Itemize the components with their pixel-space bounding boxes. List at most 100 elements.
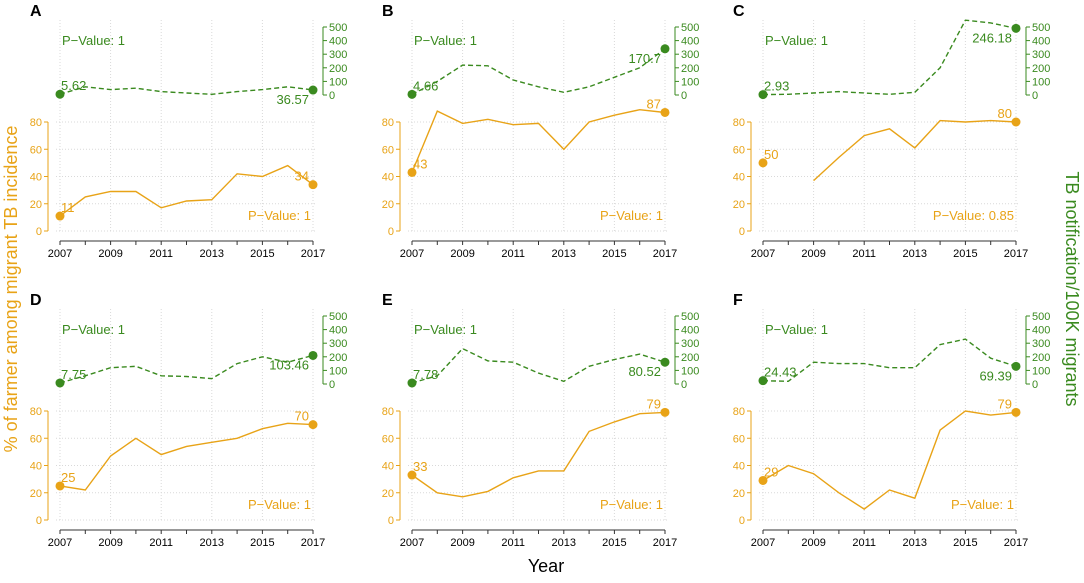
pvalue-green: P−Value: 1 xyxy=(414,33,477,48)
end-point xyxy=(660,107,670,117)
x-axis-tick-label: 2011 xyxy=(149,248,173,260)
end-value-label: 103.46 xyxy=(269,357,309,372)
start-point xyxy=(758,376,768,386)
start-point xyxy=(407,89,417,99)
x-axis: 2007 2009 2011 2013 2015 2017 xyxy=(751,529,1028,549)
x-axis-tick-label: 2015 xyxy=(250,248,274,260)
start-value-label: 4.66 xyxy=(413,78,438,93)
grid xyxy=(56,309,317,521)
end-value-label: 36.57 xyxy=(276,92,309,107)
grid xyxy=(408,309,669,521)
right-axis-tick-label: 200 xyxy=(681,352,699,364)
end-value-label: 87 xyxy=(647,96,661,111)
left-axis-tick-label: 60 xyxy=(382,433,394,445)
x-axis-tick-label: 2017 xyxy=(301,537,325,549)
left-axis-tick-label: 0 xyxy=(36,515,42,527)
x-axis: 2007 2009 2011 2013 2015 2017 xyxy=(48,240,325,260)
start-value-label: 7.78 xyxy=(413,367,438,382)
right-axis-tick-label: 300 xyxy=(681,338,699,350)
start-value-label: 5.62 xyxy=(61,78,86,93)
series-orange: 11 34 xyxy=(55,164,318,221)
pvalue-orange: P−Value: 1 xyxy=(248,497,311,512)
series-line-orange xyxy=(59,164,314,217)
right-axis-tick-label: 400 xyxy=(681,325,699,337)
panel-label: B xyxy=(382,3,394,20)
start-value-label: 25 xyxy=(61,470,75,485)
x-axis-tick-label: 2009 xyxy=(801,248,825,260)
left-axis-tick-label: 60 xyxy=(30,144,42,156)
left-axis-tick-label: 0 xyxy=(739,515,745,527)
start-point xyxy=(55,481,65,491)
x-axis-tick-label: 2009 xyxy=(450,537,474,549)
left-axis-tick-label: 20 xyxy=(382,488,394,500)
start-point xyxy=(55,378,65,388)
x-axis-tick-label: 2007 xyxy=(400,248,424,260)
start-point xyxy=(407,378,417,388)
right-axis-tick-label: 200 xyxy=(1032,352,1050,364)
series-orange: 43 87 xyxy=(407,96,670,177)
series-green: 5.62 36.57 xyxy=(55,78,318,107)
x-axis-tick-label: 2017 xyxy=(1004,248,1028,260)
end-point xyxy=(308,420,318,430)
series-line-orange xyxy=(762,410,1017,510)
grid xyxy=(408,20,669,232)
x-axis-tick-label: 2017 xyxy=(653,248,677,260)
x-axis-tick-label: 2011 xyxy=(852,537,876,549)
right-axis-tick-label: 300 xyxy=(1032,49,1050,61)
right-axis-tick-label: 400 xyxy=(681,36,699,48)
pvalue-green: P−Value: 1 xyxy=(62,33,125,48)
right-axis-tick-label: 100 xyxy=(329,76,347,88)
end-point xyxy=(308,85,318,95)
end-point xyxy=(660,407,670,417)
end-point xyxy=(308,180,318,190)
left-axis-tick-label: 40 xyxy=(733,461,745,473)
start-value-label: 29 xyxy=(764,464,778,479)
x-axis-tick-label: 2013 xyxy=(200,248,224,260)
panel-label: F xyxy=(733,292,743,309)
right-axis-tick-label: 0 xyxy=(329,379,335,391)
pvalue-orange: P−Value: 1 xyxy=(248,208,311,223)
pvalue-orange: P−Value: 1 xyxy=(600,208,663,223)
right-axis-tick-label: 300 xyxy=(681,49,699,61)
right-axis-tick-label: 500 xyxy=(329,22,347,34)
grid xyxy=(759,309,1020,521)
start-point xyxy=(55,89,65,99)
right-axis-tick-label: 300 xyxy=(329,338,347,350)
right-axis-tick-label: 500 xyxy=(1032,22,1050,34)
series-orange: 25 70 xyxy=(55,409,318,491)
x-axis-tick-label: 2009 xyxy=(450,248,474,260)
left-axis-tick-label: 80 xyxy=(30,406,42,418)
x-axis: 2007 2009 2011 2013 2015 2017 xyxy=(751,240,1028,260)
left-axis-tick-label: 0 xyxy=(388,515,394,527)
series-orange: 33 79 xyxy=(407,396,670,498)
right-axis-tick-label: 500 xyxy=(329,311,347,323)
start-point xyxy=(407,470,417,480)
left-axis: 0 20 40 60 80 xyxy=(733,406,752,527)
left-axis-tick-label: 0 xyxy=(36,226,42,238)
x-axis-tick-label: 2017 xyxy=(1004,537,1028,549)
series-line-green xyxy=(762,19,1017,96)
left-axis-tick-label: 20 xyxy=(733,488,745,500)
x-axis-tick-label: 2015 xyxy=(953,248,977,260)
x-axis-tick-label: 2011 xyxy=(852,248,876,260)
left-axis-tick-label: 0 xyxy=(388,226,394,238)
left-axis-tick-label: 20 xyxy=(733,199,745,211)
left-axis-tick-label: 0 xyxy=(739,226,745,238)
right-axis-tick-label: 0 xyxy=(1032,379,1038,391)
x-axis-tick-label: 2009 xyxy=(98,537,122,549)
left-axis-tick-label: 40 xyxy=(30,172,42,184)
start-value-label: 50 xyxy=(764,147,778,162)
start-value-label: 24.43 xyxy=(764,365,797,380)
right-axis-tick-label: 100 xyxy=(681,76,699,88)
series-line-green xyxy=(411,347,666,384)
grid xyxy=(56,20,317,232)
start-point xyxy=(758,158,768,168)
left-axis-title: % of farmer among migrant TB incidence xyxy=(1,126,21,453)
left-axis: 0 20 40 60 80 xyxy=(733,117,752,238)
series-orange: 29 79 xyxy=(758,396,1021,510)
